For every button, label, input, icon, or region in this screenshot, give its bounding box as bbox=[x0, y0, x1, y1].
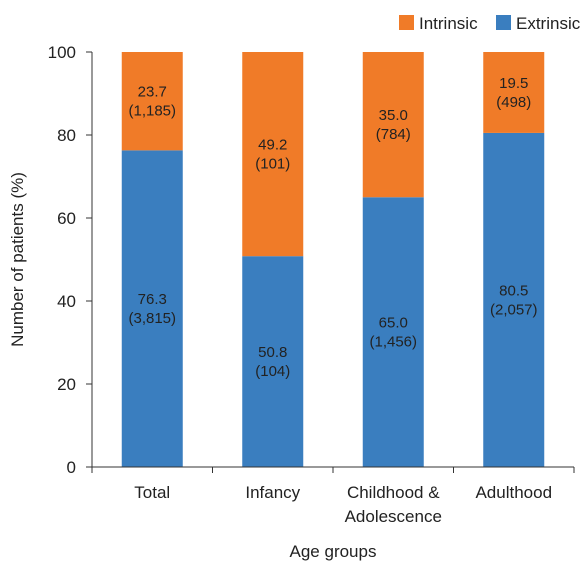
bar-segment-intrinsic bbox=[483, 52, 545, 133]
data-label: 35.0 bbox=[379, 107, 408, 124]
y-tick-label: 60 bbox=[57, 209, 76, 228]
bar-segment-extrinsic bbox=[483, 132, 545, 468]
y-tick-label: 40 bbox=[57, 292, 76, 311]
data-label: 76.3 bbox=[138, 291, 167, 308]
y-tick-label: 100 bbox=[48, 43, 76, 62]
data-label: (104) bbox=[255, 363, 290, 380]
data-label: (101) bbox=[255, 156, 290, 173]
data-label: (1,456) bbox=[369, 334, 417, 351]
legend-swatch-intrinsic bbox=[399, 15, 414, 30]
y-axis-title: Number of patients (%) bbox=[8, 172, 27, 347]
axes: 0 20 40 60 80 100 Total Infancy Childhood & Adole… bbox=[48, 43, 575, 526]
data-label: 49.2 bbox=[258, 137, 287, 154]
data-label: 65.0 bbox=[379, 315, 408, 332]
data-label: (498) bbox=[496, 94, 531, 111]
x-tick-label: Adulthood bbox=[475, 483, 552, 502]
bar-segment-extrinsic bbox=[362, 197, 424, 467]
y-tick-label: 0 bbox=[67, 458, 76, 477]
data-label: 80.5 bbox=[499, 282, 528, 299]
data-label: 23.7 bbox=[138, 84, 167, 101]
x-axis-title: Age groups bbox=[290, 542, 377, 561]
y-tick-label: 20 bbox=[57, 375, 76, 394]
x-tick-label: Infancy bbox=[245, 483, 300, 502]
x-tick-label: Total bbox=[134, 483, 170, 502]
bar-segment-extrinsic bbox=[121, 150, 183, 468]
bar-segment-intrinsic bbox=[242, 52, 304, 257]
legend-label-intrinsic: Intrinsic bbox=[419, 14, 478, 33]
legend: Intrinsic Extrinsic bbox=[399, 14, 581, 33]
legend-label-extrinsic: Extrinsic bbox=[516, 14, 581, 33]
data-label: 19.5 bbox=[499, 75, 528, 92]
bar-segment-intrinsic bbox=[121, 52, 183, 151]
x-tick-label: Adolescence bbox=[345, 507, 442, 526]
x-tick-label: Childhood & bbox=[347, 483, 440, 502]
data-label: (784) bbox=[376, 126, 411, 143]
legend-swatch-extrinsic bbox=[496, 15, 511, 30]
data-label: (2,057) bbox=[490, 301, 538, 318]
bar-segment-extrinsic bbox=[242, 256, 304, 467]
bars: 76.3 (3,815) 23.7 (1,185) 50.8 (104) 49.2 (101)… bbox=[121, 52, 545, 468]
y-tick-label: 80 bbox=[57, 126, 76, 145]
data-label: 50.8 bbox=[258, 344, 287, 361]
data-label: (3,815) bbox=[128, 310, 176, 327]
data-label: (1,185) bbox=[128, 103, 176, 120]
bar-segment-intrinsic bbox=[362, 52, 424, 198]
